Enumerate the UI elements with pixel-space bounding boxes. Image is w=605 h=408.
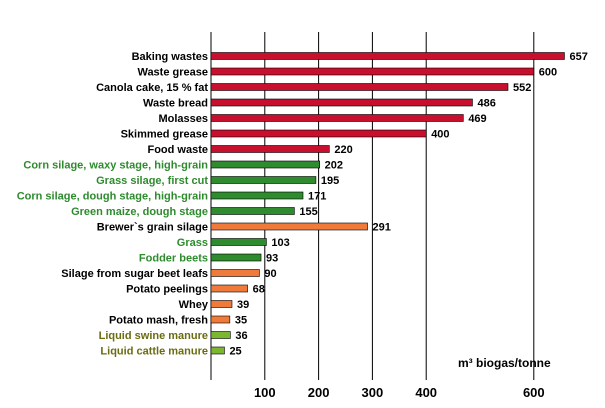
category-label: Corn silage, waxy stage, high-grain (23, 160, 208, 172)
category-label: Molasses (158, 113, 208, 125)
bar (210, 114, 464, 122)
category-labels: Baking wastes Waste grease Canola cake, 15… (17, 51, 209, 358)
value-label: 291 (373, 222, 391, 234)
category-label: Potato peelings (126, 284, 208, 296)
x-tick-labels: 100 200 300 400 600 (254, 385, 545, 400)
category-label: Fodder beets (139, 253, 208, 265)
category-label: Potato mash, fresh (109, 315, 208, 327)
value-label: 35 (235, 315, 247, 327)
value-label: 657 (569, 51, 587, 63)
bar (210, 129, 427, 138)
bar (210, 160, 320, 169)
category-label: Whey (179, 299, 209, 311)
category-label: Brewer`s grain silage (97, 222, 208, 234)
bar (210, 300, 233, 308)
category-label: Grass (177, 237, 208, 249)
bar (210, 176, 317, 184)
value-label: 202 (325, 160, 343, 172)
value-label: 36 (235, 330, 247, 342)
category-label: Canola cake, 15 % fat (96, 82, 208, 94)
bar (210, 315, 231, 324)
x-tick-label: 400 (415, 385, 437, 400)
value-label: 39 (237, 299, 249, 311)
bar (210, 269, 260, 277)
bar (210, 222, 368, 231)
bar (210, 67, 535, 76)
x-tick-label: 600 (523, 385, 545, 400)
value-label: 93 (266, 253, 278, 265)
value-label: 90 (264, 268, 276, 280)
category-label: Green maize, dough stage (71, 206, 208, 218)
value-label: 68 (253, 284, 265, 296)
value-label: 25 (229, 346, 241, 358)
bar (210, 52, 565, 60)
value-label: 469 (468, 113, 486, 125)
category-label: Food waste (147, 144, 208, 156)
category-label: Corn silage, dough stage, high-grain (17, 191, 209, 203)
category-label: Baking wastes (132, 51, 208, 63)
category-label: Grass silage, first cut (96, 175, 208, 187)
bar (210, 331, 231, 339)
x-tick-label: 100 (254, 385, 276, 400)
value-label: 552 (513, 82, 531, 94)
bar (210, 191, 304, 200)
bar (210, 253, 262, 262)
category-label: Waste grease (137, 67, 208, 79)
value-label: 103 (271, 237, 289, 249)
value-labels: 657 600 552 486 469 400 220 202 195 171 155 291 103 9… (229, 51, 587, 358)
bar (210, 145, 330, 153)
bar (210, 207, 295, 215)
bar (210, 346, 225, 355)
category-label: Waste bread (143, 98, 208, 110)
bar (210, 284, 248, 293)
value-label: 600 (539, 67, 557, 79)
category-label: Skimmed grease (121, 129, 208, 141)
bar (210, 83, 509, 91)
category-label: Liquid swine manure (99, 330, 208, 342)
value-label: 220 (334, 144, 352, 156)
value-label: 400 (431, 129, 449, 141)
bar (210, 98, 473, 107)
bar (210, 238, 267, 246)
value-label: 486 (477, 98, 495, 110)
value-label: 195 (321, 175, 339, 187)
value-label: 155 (299, 206, 317, 218)
x-tick-label: 300 (362, 385, 384, 400)
category-label: Liquid cattle manure (100, 346, 208, 358)
x-tick-label: 200 (308, 385, 330, 400)
value-label: 171 (308, 191, 326, 203)
x-axis-unit-label: m³ biogas/tonne (458, 356, 551, 370)
category-label: Silage from sugar beet leafs (61, 268, 208, 280)
bars (210, 52, 565, 355)
